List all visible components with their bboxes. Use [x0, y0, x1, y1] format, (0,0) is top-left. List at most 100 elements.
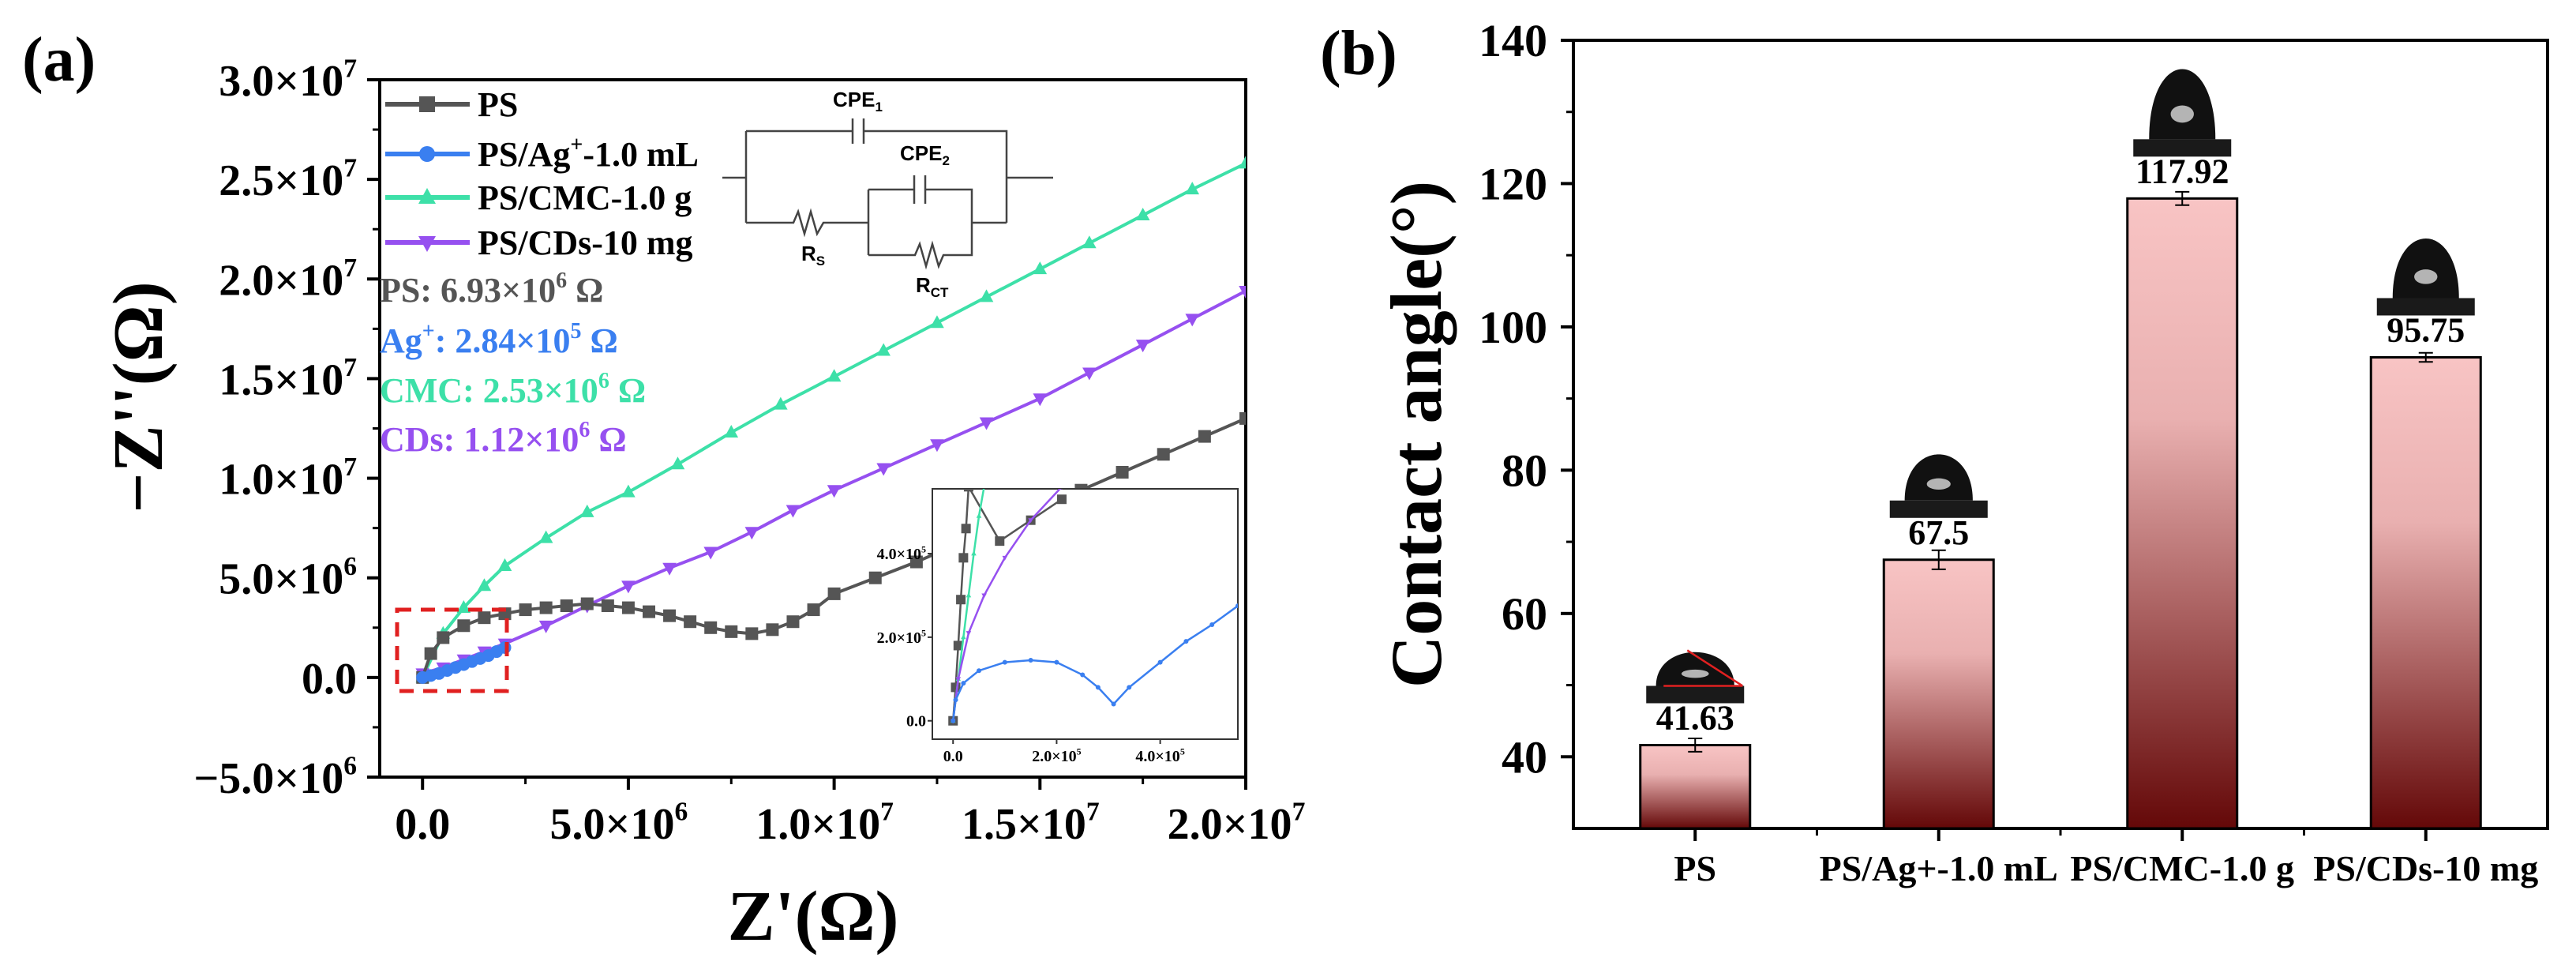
data-point: [662, 562, 677, 576]
y-tick-label-b: 100: [1479, 302, 1547, 353]
legend-label: PS/CDs-10 mg: [478, 223, 693, 262]
data-point: [1239, 156, 1246, 169]
inset-y-tick-label-base: 4.0×10: [877, 546, 921, 563]
inset-data-point: [1054, 659, 1059, 665]
data-point: [786, 615, 800, 629]
rs-label-sub: S: [816, 254, 825, 269]
data-point: [1082, 235, 1097, 249]
data-point: [930, 439, 944, 453]
inset-series: [948, 484, 1238, 726]
data-point: [1185, 182, 1200, 195]
data-point: [786, 505, 801, 518]
resistance-label-unit: Ω: [609, 371, 646, 410]
inset-data-point: [966, 631, 972, 637]
droplet-shape: [1655, 652, 1734, 686]
data-point: [437, 631, 450, 644]
category-label: PS/CMC-1.0 g: [2070, 848, 2294, 888]
inset-series-line-0: [951, 489, 1063, 721]
inset-data-point: [958, 553, 969, 563]
inset-data-point: [961, 524, 971, 534]
resistance-label-text: Ag: [380, 321, 422, 360]
series-line-2: [421, 162, 1246, 678]
x-tick-label-exp: 6: [674, 797, 688, 826]
rs-label-base: R: [801, 242, 816, 265]
data-point: [457, 619, 471, 633]
bar: [2369, 355, 2482, 830]
y-axis-title-contact-angle: Contact angle(°): [1376, 181, 1457, 688]
inset-y-tick-label: 4.0×105: [877, 544, 926, 563]
y-tick-label-exp: 6: [343, 552, 357, 581]
data-point: [1198, 430, 1211, 443]
cpe2-label-sub: 2: [942, 153, 949, 168]
data-point: [1135, 207, 1150, 220]
bar: [2126, 197, 2239, 830]
rct-label-sub: CT: [931, 285, 949, 300]
inset-x-tick-label-base: 2.0×10: [1032, 748, 1076, 765]
data-point: [1185, 314, 1200, 327]
y-axis-title: −Z''(Ω): [99, 281, 178, 513]
resistance-label-exp: 6: [579, 418, 590, 442]
legend-label: PS/CMC-1.0 g: [478, 178, 692, 217]
inset-data-point: [1056, 494, 1067, 505]
data-point: [827, 485, 842, 498]
data-point: [663, 609, 677, 622]
y-tick-label-b: 120: [1479, 158, 1547, 209]
inset-data-point: [1095, 685, 1101, 690]
inset-data-point: [966, 592, 972, 598]
inset-x-tick-label: 4.0×105: [1135, 746, 1184, 765]
y-tick-label-exp: 6: [343, 751, 357, 780]
droplet-shape: [2392, 238, 2459, 299]
data-point: [670, 456, 685, 470]
y-tick-label: 2.5×107: [219, 154, 357, 206]
y-tick-label-base: 2.0×10: [219, 256, 343, 305]
x-tick-label: 0.0: [395, 800, 450, 849]
data-point: [745, 627, 759, 640]
inset-data-point: [1111, 701, 1116, 707]
cpe2-rct-branch: [867, 188, 1007, 270]
data-point: [538, 530, 553, 543]
droplet-substrate: [2133, 139, 2232, 157]
inset-data-point: [981, 484, 987, 489]
cpe1-label-sub: 1: [875, 100, 882, 115]
inset-data-point: [977, 668, 982, 674]
error-bar: [2175, 190, 2190, 206]
value-label: 95.75: [2387, 310, 2465, 349]
cpe2-symbol: [913, 175, 927, 204]
x-tick-label-exp: 7: [1292, 797, 1306, 826]
inset-x-tick-label-exp: 5: [1077, 746, 1082, 757]
rs-label: RS: [801, 242, 825, 269]
data-point: [621, 601, 635, 614]
y-tick-label-b: 60: [1502, 588, 1547, 640]
resistance-label-unit: Ω: [581, 321, 617, 360]
value-label: 67.5: [1908, 513, 1969, 552]
resistance-label-exp: 6: [556, 269, 567, 293]
resistance-label: PS: 6.93×106 Ω: [380, 269, 603, 310]
inset-data-point: [961, 681, 966, 686]
y-tick-label-exp: 7: [343, 154, 357, 183]
resistance-label-rest: : 2.84×10: [435, 321, 571, 360]
resistance-label-exp: 5: [570, 319, 581, 344]
data-point: [642, 605, 655, 618]
y-tick-label-exp: 7: [343, 54, 357, 83]
droplet-image: [1889, 454, 1988, 518]
data-point: [909, 555, 923, 569]
cpe2-label-base: CPE: [900, 141, 942, 165]
data-point: [979, 417, 994, 430]
droplet-highlight: [1926, 478, 1951, 490]
y-tick-label: 5.0×106: [219, 552, 357, 604]
x-tick-label-base: 0.0: [395, 800, 450, 849]
y-tick-label-base: 1.0×10: [219, 456, 343, 505]
data-point: [725, 625, 738, 638]
y-tick-label-b: 80: [1502, 445, 1547, 496]
data-point: [539, 601, 553, 614]
y-tick-label: −5.0×106: [193, 751, 357, 803]
droplet-highlight: [2170, 105, 2194, 123]
resistance-label: Ag+: 2.84×105 Ω: [380, 319, 618, 360]
legend-marker: [418, 188, 436, 204]
value-label: 41.63: [1656, 698, 1734, 737]
x-tick-label-base: 1.0×10: [756, 800, 880, 849]
rct-label: RCT: [916, 273, 949, 300]
resistance-label: CDs: 1.12×106 Ω: [380, 418, 627, 459]
inset-y-tick-label-exp: 5: [921, 544, 926, 555]
